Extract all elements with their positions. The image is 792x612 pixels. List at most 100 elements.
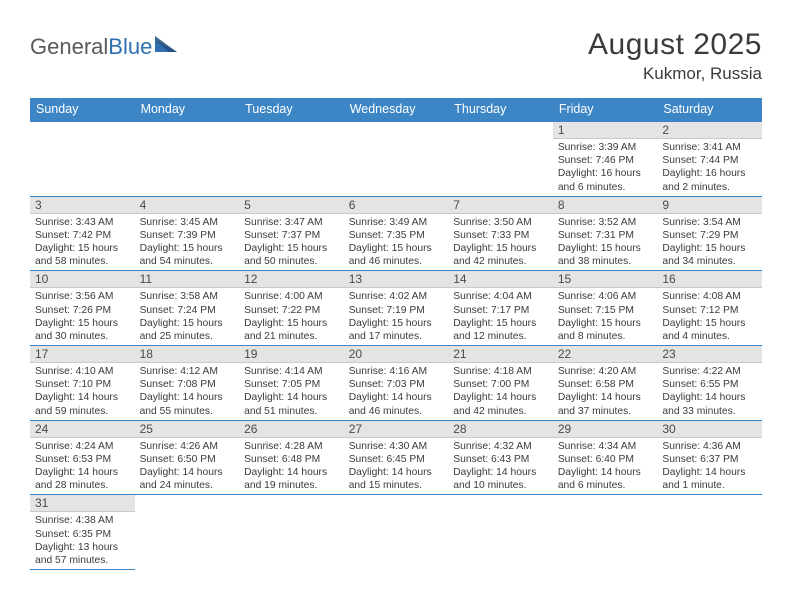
title-block: August 2025 Kukmor, Russia: [588, 28, 762, 84]
day-number: 1: [553, 122, 658, 139]
day-info: Sunrise: 4:12 AMSunset: 7:08 PMDaylight:…: [135, 363, 240, 420]
day-info: Sunrise: 4:04 AMSunset: 7:17 PMDaylight:…: [448, 288, 553, 345]
calendar-cell: 5Sunrise: 3:47 AMSunset: 7:37 PMDaylight…: [239, 196, 344, 271]
weekday-header: Monday: [135, 98, 240, 121]
weekday-header: Tuesday: [239, 98, 344, 121]
title-month: August 2025: [588, 28, 762, 62]
day-number: 28: [448, 421, 553, 438]
logo: GeneralBlue: [30, 28, 181, 60]
calendar-cell: 31Sunrise: 4:38 AMSunset: 6:35 PMDayligh…: [30, 495, 135, 570]
calendar-cell: [448, 121, 553, 196]
day-number: 3: [30, 197, 135, 214]
day-info: Sunrise: 4:10 AMSunset: 7:10 PMDaylight:…: [30, 363, 135, 420]
calendar-cell: [344, 121, 449, 196]
calendar-cell: 17Sunrise: 4:10 AMSunset: 7:10 PMDayligh…: [30, 346, 135, 421]
calendar-cell: 8Sunrise: 3:52 AMSunset: 7:31 PMDaylight…: [553, 196, 658, 271]
day-number: 20: [344, 346, 449, 363]
day-info: Sunrise: 4:18 AMSunset: 7:00 PMDaylight:…: [448, 363, 553, 420]
day-number: 31: [30, 495, 135, 512]
calendar-cell: 3Sunrise: 3:43 AMSunset: 7:42 PMDaylight…: [30, 196, 135, 271]
calendar-cell: 11Sunrise: 3:58 AMSunset: 7:24 PMDayligh…: [135, 271, 240, 346]
calendar-cell: 10Sunrise: 3:56 AMSunset: 7:26 PMDayligh…: [30, 271, 135, 346]
day-number: 17: [30, 346, 135, 363]
day-number: 6: [344, 197, 449, 214]
day-number: 5: [239, 197, 344, 214]
calendar-cell: 13Sunrise: 4:02 AMSunset: 7:19 PMDayligh…: [344, 271, 449, 346]
calendar-cell: [239, 121, 344, 196]
day-info: Sunrise: 3:49 AMSunset: 7:35 PMDaylight:…: [344, 214, 449, 271]
calendar-cell: 7Sunrise: 3:50 AMSunset: 7:33 PMDaylight…: [448, 196, 553, 271]
day-info: Sunrise: 4:32 AMSunset: 6:43 PMDaylight:…: [448, 438, 553, 495]
calendar-cell: [239, 495, 344, 570]
calendar-cell: 22Sunrise: 4:20 AMSunset: 6:58 PMDayligh…: [553, 346, 658, 421]
day-info: Sunrise: 3:50 AMSunset: 7:33 PMDaylight:…: [448, 214, 553, 271]
day-number: 13: [344, 271, 449, 288]
calendar-cell: 18Sunrise: 4:12 AMSunset: 7:08 PMDayligh…: [135, 346, 240, 421]
calendar-cell: 2Sunrise: 3:41 AMSunset: 7:44 PMDaylight…: [657, 121, 762, 196]
day-number: 27: [344, 421, 449, 438]
day-number: 26: [239, 421, 344, 438]
calendar-cell: 24Sunrise: 4:24 AMSunset: 6:53 PMDayligh…: [30, 420, 135, 495]
day-info: Sunrise: 4:00 AMSunset: 7:22 PMDaylight:…: [239, 288, 344, 345]
calendar-head: SundayMondayTuesdayWednesdayThursdayFrid…: [30, 98, 762, 121]
calendar-cell: [344, 495, 449, 570]
header: GeneralBlue August 2025 Kukmor, Russia: [30, 28, 762, 84]
day-info: Sunrise: 3:39 AMSunset: 7:46 PMDaylight:…: [553, 139, 658, 196]
calendar-cell: 25Sunrise: 4:26 AMSunset: 6:50 PMDayligh…: [135, 420, 240, 495]
day-info: Sunrise: 4:02 AMSunset: 7:19 PMDaylight:…: [344, 288, 449, 345]
day-info: Sunrise: 3:52 AMSunset: 7:31 PMDaylight:…: [553, 214, 658, 271]
day-info: Sunrise: 3:56 AMSunset: 7:26 PMDaylight:…: [30, 288, 135, 345]
day-info: Sunrise: 3:58 AMSunset: 7:24 PMDaylight:…: [135, 288, 240, 345]
day-number: 8: [553, 197, 658, 214]
flag-icon: [155, 34, 181, 60]
day-info: Sunrise: 3:41 AMSunset: 7:44 PMDaylight:…: [657, 139, 762, 196]
calendar-body: 1Sunrise: 3:39 AMSunset: 7:46 PMDaylight…: [30, 121, 762, 570]
day-number: 14: [448, 271, 553, 288]
day-info: Sunrise: 4:06 AMSunset: 7:15 PMDaylight:…: [553, 288, 658, 345]
day-info: Sunrise: 4:38 AMSunset: 6:35 PMDaylight:…: [30, 512, 135, 569]
calendar-cell: [448, 495, 553, 570]
calendar-cell: [30, 121, 135, 196]
weekday-header: Friday: [553, 98, 658, 121]
calendar-cell: 14Sunrise: 4:04 AMSunset: 7:17 PMDayligh…: [448, 271, 553, 346]
day-info: Sunrise: 3:43 AMSunset: 7:42 PMDaylight:…: [30, 214, 135, 271]
logo-text-2: Blue: [108, 34, 152, 60]
day-number: 23: [657, 346, 762, 363]
calendar-cell: 30Sunrise: 4:36 AMSunset: 6:37 PMDayligh…: [657, 420, 762, 495]
calendar-cell: 12Sunrise: 4:00 AMSunset: 7:22 PMDayligh…: [239, 271, 344, 346]
day-info: Sunrise: 4:24 AMSunset: 6:53 PMDaylight:…: [30, 438, 135, 495]
day-info: Sunrise: 4:14 AMSunset: 7:05 PMDaylight:…: [239, 363, 344, 420]
calendar-cell: 20Sunrise: 4:16 AMSunset: 7:03 PMDayligh…: [344, 346, 449, 421]
day-number: 21: [448, 346, 553, 363]
day-number: 12: [239, 271, 344, 288]
calendar-cell: 16Sunrise: 4:08 AMSunset: 7:12 PMDayligh…: [657, 271, 762, 346]
day-number: 22: [553, 346, 658, 363]
weekday-header: Sunday: [30, 98, 135, 121]
calendar-cell: [135, 495, 240, 570]
calendar-cell: 27Sunrise: 4:30 AMSunset: 6:45 PMDayligh…: [344, 420, 449, 495]
calendar-cell: 15Sunrise: 4:06 AMSunset: 7:15 PMDayligh…: [553, 271, 658, 346]
calendar-cell: 9Sunrise: 3:54 AMSunset: 7:29 PMDaylight…: [657, 196, 762, 271]
day-info: Sunrise: 4:36 AMSunset: 6:37 PMDaylight:…: [657, 438, 762, 495]
day-info: Sunrise: 3:45 AMSunset: 7:39 PMDaylight:…: [135, 214, 240, 271]
calendar-cell: 6Sunrise: 3:49 AMSunset: 7:35 PMDaylight…: [344, 196, 449, 271]
day-info: Sunrise: 3:47 AMSunset: 7:37 PMDaylight:…: [239, 214, 344, 271]
day-number: 19: [239, 346, 344, 363]
day-number: 18: [135, 346, 240, 363]
day-number: 11: [135, 271, 240, 288]
logo-text-1: General: [30, 34, 108, 60]
calendar-cell: [135, 121, 240, 196]
calendar-cell: 26Sunrise: 4:28 AMSunset: 6:48 PMDayligh…: [239, 420, 344, 495]
weekday-header: Saturday: [657, 98, 762, 121]
calendar-cell: 29Sunrise: 4:34 AMSunset: 6:40 PMDayligh…: [553, 420, 658, 495]
day-info: Sunrise: 4:28 AMSunset: 6:48 PMDaylight:…: [239, 438, 344, 495]
calendar-cell: 19Sunrise: 4:14 AMSunset: 7:05 PMDayligh…: [239, 346, 344, 421]
day-number: 25: [135, 421, 240, 438]
day-info: Sunrise: 4:16 AMSunset: 7:03 PMDaylight:…: [344, 363, 449, 420]
calendar-cell: 21Sunrise: 4:18 AMSunset: 7:00 PMDayligh…: [448, 346, 553, 421]
calendar-cell: 23Sunrise: 4:22 AMSunset: 6:55 PMDayligh…: [657, 346, 762, 421]
day-info: Sunrise: 4:20 AMSunset: 6:58 PMDaylight:…: [553, 363, 658, 420]
day-number: 4: [135, 197, 240, 214]
title-location: Kukmor, Russia: [588, 64, 762, 84]
day-number: 29: [553, 421, 658, 438]
